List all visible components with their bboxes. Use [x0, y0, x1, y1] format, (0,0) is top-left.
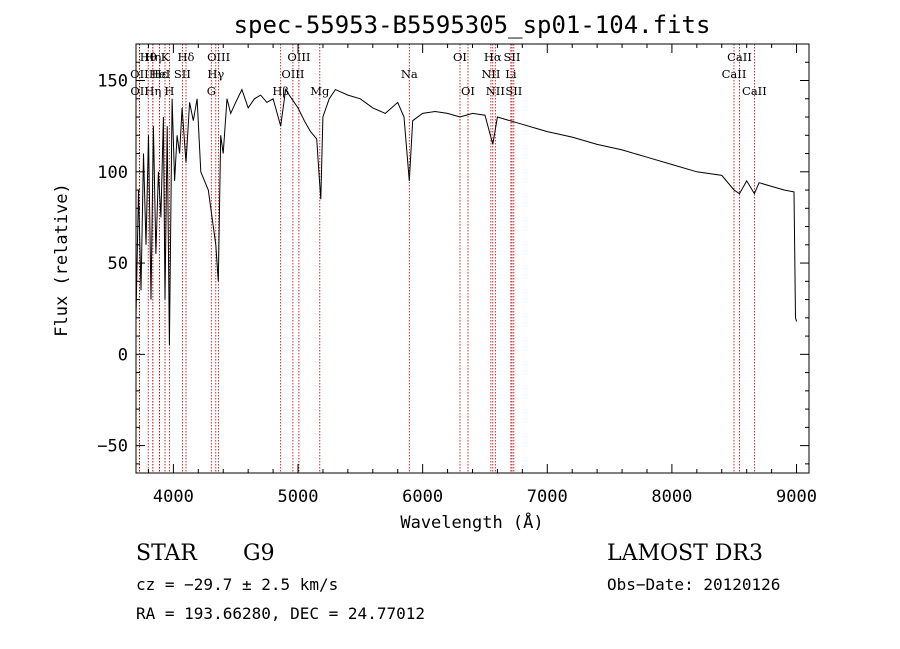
- line-marker-label: SII: [504, 50, 521, 64]
- line-marker-label: Hγ: [207, 67, 224, 81]
- line-marker-label: OIII: [207, 50, 230, 64]
- y-tick-label: 150: [97, 72, 128, 92]
- chart-title: spec-55953-B5595305_sp01-104.fits: [234, 11, 711, 39]
- x-tick-label: 7000: [527, 487, 568, 507]
- x-tick-label: 8000: [651, 487, 692, 507]
- spectral-line-markers: [138, 44, 755, 473]
- x-axis-ticks: 4000 5000 6000 7000 8000 9000: [147, 44, 817, 507]
- line-marker-label: H: [164, 84, 174, 98]
- line-marker-label: OI: [453, 50, 467, 64]
- line-marker-label: OII: [130, 84, 149, 98]
- x-tick-label: 6000: [402, 487, 443, 507]
- subclass-label: G9: [243, 541, 275, 566]
- line-marker-label: SII: [174, 67, 191, 81]
- line-marker-label: Hθ: [140, 50, 157, 64]
- line-marker-label: Hε: [152, 67, 168, 81]
- y-axis-label: Flux (relative): [52, 183, 72, 337]
- x-tick-label: 4000: [153, 487, 194, 507]
- coords-label: RA = 193.66280, DEC = 24.77012: [136, 604, 425, 623]
- line-marker-label: G: [207, 84, 216, 98]
- x-tick-label: 5000: [278, 487, 319, 507]
- y-tick-label: 0: [118, 345, 128, 365]
- redshift-label: cz = −29.7 ± 2.5 km/s: [136, 575, 338, 594]
- line-marker-label: CaII: [722, 67, 747, 81]
- spectrum-line: [135, 88, 797, 346]
- survey-label: LAMOST DR3: [607, 541, 763, 566]
- line-marker-label: CaII: [742, 84, 767, 98]
- line-marker-label: Hδ: [178, 50, 195, 64]
- x-axis-label: Wavelength (Å): [400, 511, 543, 533]
- line-marker-label: NII: [486, 84, 505, 98]
- line-marker-label: Na: [401, 67, 418, 81]
- line-marker-label: OII: [130, 67, 149, 81]
- line-marker-label: Li: [505, 67, 517, 81]
- line-marker-label: Hα: [484, 50, 502, 64]
- line-marker-label: CaII: [727, 50, 752, 64]
- line-marker-label: Hη: [144, 50, 161, 64]
- y-tick-label: 100: [97, 163, 128, 183]
- y-axis-ticks: −50 0 50 100 150: [97, 43, 809, 465]
- line-marker-label: OIII: [287, 50, 310, 64]
- line-marker-label: SII: [505, 84, 522, 98]
- class-label: STAR: [136, 541, 198, 566]
- obs-date-label: Obs−Date: 20120126: [607, 575, 780, 594]
- line-marker-label: HeI: [149, 67, 170, 81]
- line-marker-label: Mg: [310, 84, 330, 98]
- x-tick-label: 9000: [776, 487, 817, 507]
- line-marker-label: NII: [481, 67, 500, 81]
- y-tick-label: −50: [97, 437, 128, 457]
- y-tick-label: 50: [108, 254, 128, 274]
- plot-frame: [135, 43, 810, 474]
- line-marker-label: K: [161, 50, 170, 64]
- line-marker-label: OI: [461, 84, 475, 98]
- line-marker-label: OIII: [281, 67, 304, 81]
- line-marker-label: Hη: [144, 84, 161, 98]
